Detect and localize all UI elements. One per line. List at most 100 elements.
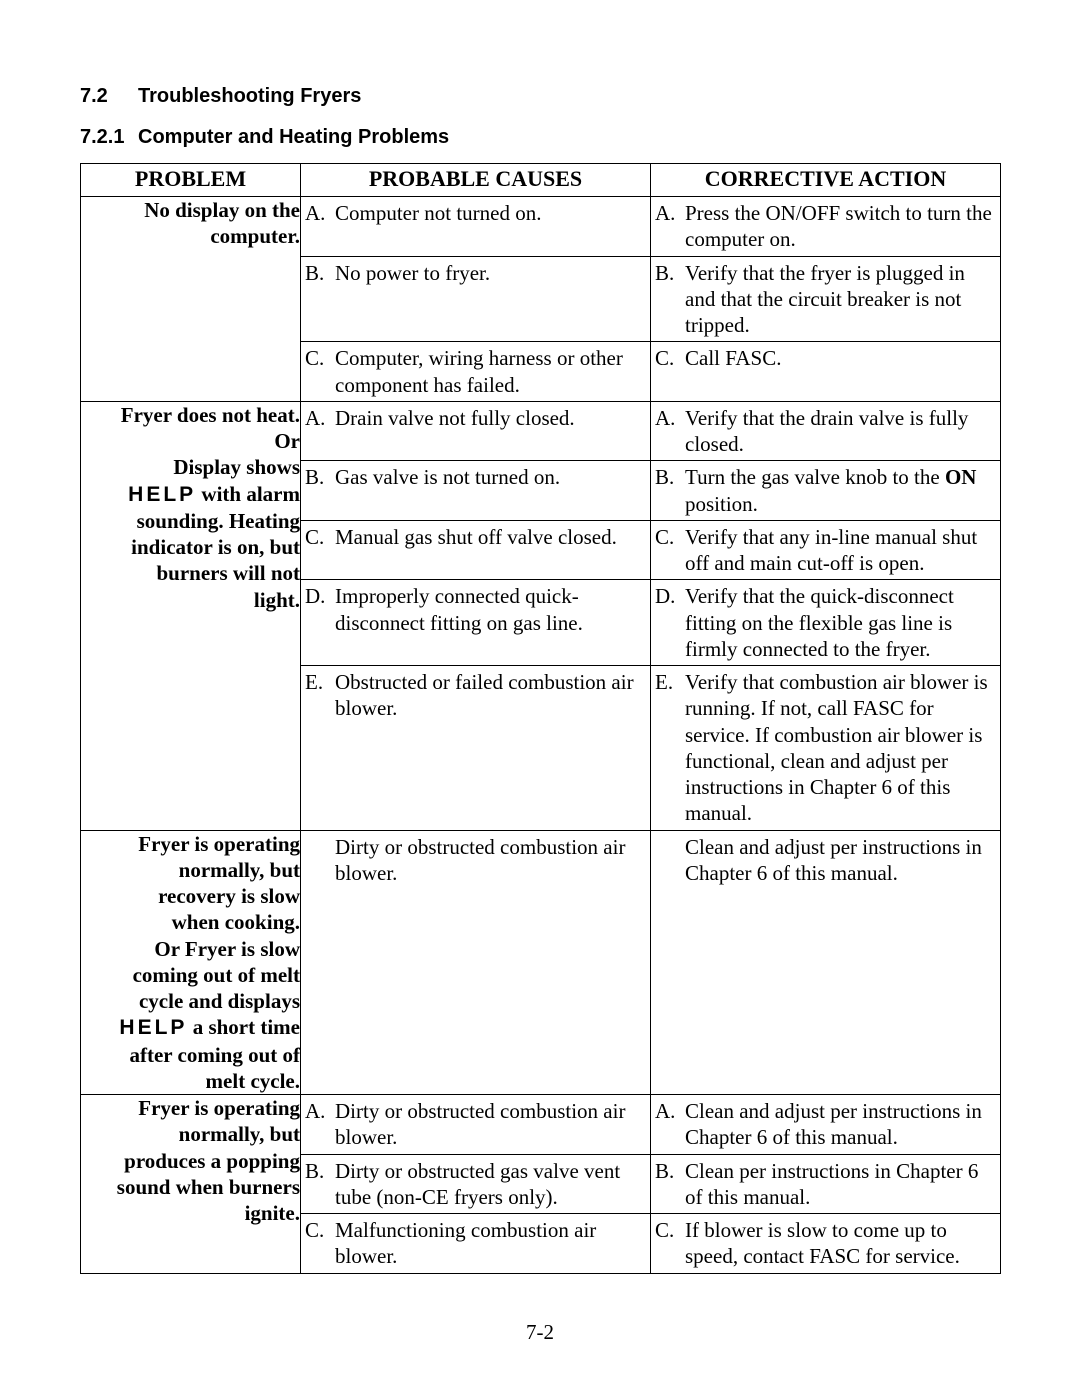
action-cell: B.Clean per instructions in Chapter 6 of… [651, 1154, 1001, 1214]
header-action: CORRECTIVE ACTION [651, 164, 1001, 197]
action-cell: D.Verify that the quick-disconnect fitti… [651, 580, 1001, 666]
action-text: Verify that the fryer is plugged in and … [685, 260, 996, 339]
problem-line: Fryer does not heat. [121, 403, 300, 427]
action-text-part: Turn the gas valve knob to the [685, 465, 945, 489]
problem-text: Fryer does not heat. Or Display shows HE… [81, 402, 300, 613]
action-text: Verify that the quick-disconnect fitting… [685, 583, 996, 662]
action-text: Verify that the drain valve is fully clo… [685, 405, 996, 458]
cause-text: Dirty or obstructed gas valve vent tube … [335, 1158, 646, 1211]
action-cell: C.If blower is slow to come up to speed,… [651, 1214, 1001, 1274]
list-label: D. [301, 583, 335, 636]
problem-line: No display on the [144, 198, 300, 222]
section-title: Troubleshooting Fryers [138, 85, 361, 107]
list-label: E. [651, 669, 685, 827]
action-text: Clean and adjust per instructions in Cha… [685, 834, 996, 887]
list-label: C. [301, 345, 335, 398]
cause-text: Drain valve not fully closed. [335, 405, 646, 431]
cause-text: Gas valve is not turned on. [335, 464, 646, 490]
problem-cell: Fryer does not heat. Or Display shows HE… [81, 401, 301, 830]
problem-line: melt cycle. [206, 1069, 300, 1093]
list-label: A. [651, 200, 685, 253]
problem-line: recovery is slow [158, 884, 300, 908]
action-text: If blower is slow to come up to speed, c… [685, 1217, 996, 1270]
page-content: 7.2Troubleshooting Fryers 7.2.1Computer … [0, 0, 1080, 1274]
problem-line: Or [274, 429, 300, 453]
problem-text: Fryer is operating normally, but produce… [81, 1095, 300, 1226]
table-row: No display on the computer. A.Computer n… [81, 197, 1001, 257]
cause-text: Computer not turned on. [335, 200, 646, 226]
list-label: E. [301, 669, 335, 722]
problem-cell: Fryer is operating normally, but recover… [81, 830, 301, 1095]
problem-line: produces a popping [124, 1149, 300, 1173]
section-heading: 7.2Troubleshooting Fryers [80, 85, 1000, 108]
problem-line: cycle and displays [139, 989, 300, 1013]
header-problem: PROBLEM [81, 164, 301, 197]
action-text-part: position. [685, 492, 758, 516]
problem-line: sounding. Heating [137, 509, 300, 533]
action-cell: Clean and adjust per instructions in Cha… [651, 830, 1001, 1095]
action-text: Verify that combustion air blower is run… [685, 669, 996, 827]
cause-cell: C.Malfunctioning combustion air blower. [301, 1214, 651, 1274]
cause-cell: D.Improperly connected quick-disconnect … [301, 580, 651, 666]
header-causes: PROBABLE CAUSES [301, 164, 651, 197]
table-row: Fryer is operating normally, but recover… [81, 830, 1001, 1095]
list-label: A. [651, 1098, 685, 1151]
problem-line: light. [254, 588, 300, 612]
cause-text: Computer, wiring harness or other compon… [335, 345, 646, 398]
list-label: A. [301, 1098, 335, 1151]
subsection-number: 7.2.1 [80, 126, 138, 149]
action-text: Press the ON/OFF switch to turn the comp… [685, 200, 996, 253]
problem-cell: Fryer is operating normally, but produce… [81, 1095, 301, 1274]
problem-text: No display on the computer. [81, 197, 300, 250]
action-text: Clean per instructions in Chapter 6 of t… [685, 1158, 996, 1211]
problem-line: when cooking. [172, 910, 300, 934]
troubleshooting-table: PROBLEM PROBABLE CAUSES CORRECTIVE ACTIO… [80, 163, 1001, 1274]
help-word: HELP [128, 483, 196, 506]
list-label [301, 834, 335, 887]
cause-cell: C.Computer, wiring harness or other comp… [301, 342, 651, 402]
cause-cell: C.Manual gas shut off valve closed. [301, 520, 651, 580]
table-row: Fryer does not heat. Or Display shows HE… [81, 401, 1001, 461]
page-number: 7-2 [0, 1320, 1080, 1345]
action-cell: C.Call FASC. [651, 342, 1001, 402]
section-number: 7.2 [80, 85, 138, 108]
problem-line: indicator is on, but [131, 535, 300, 559]
cause-cell: Dirty or obstructed combustion air blowe… [301, 830, 651, 1095]
cause-cell: B.Dirty or obstructed gas valve vent tub… [301, 1154, 651, 1214]
list-label: B. [301, 1158, 335, 1211]
list-label [651, 834, 685, 887]
subsection-title: Computer and Heating Problems [138, 126, 449, 148]
list-label: B. [301, 464, 335, 490]
cause-text: No power to fryer. [335, 260, 646, 286]
list-label: B. [651, 260, 685, 339]
list-label: B. [651, 1158, 685, 1211]
problem-line: burners will not [156, 561, 300, 585]
cause-text: Dirty or obstructed combustion air blowe… [335, 834, 646, 887]
problem-line: a short time [187, 1015, 300, 1039]
cause-text: Manual gas shut off valve closed. [335, 524, 646, 550]
help-word: HELP [119, 1016, 187, 1039]
cause-text: Obstructed or failed combustion air blow… [335, 669, 646, 722]
problem-cell: No display on the computer. [81, 197, 301, 402]
list-label: A. [301, 405, 335, 431]
list-label: C. [651, 1217, 685, 1270]
cause-cell: B.No power to fryer. [301, 256, 651, 342]
problem-line: coming out of melt [133, 963, 300, 987]
problem-line: Fryer is operating [138, 832, 300, 856]
list-label: C. [651, 345, 685, 371]
table-row: Fryer is operating normally, but produce… [81, 1095, 1001, 1155]
action-cell: E.Verify that combustion air blower is r… [651, 666, 1001, 831]
action-cell: C.Verify that any in-line manual shut of… [651, 520, 1001, 580]
cause-cell: A.Dirty or obstructed combustion air blo… [301, 1095, 651, 1155]
action-cell: B.Verify that the fryer is plugged in an… [651, 256, 1001, 342]
problem-line: computer. [210, 224, 300, 248]
cause-cell: B.Gas valve is not turned on. [301, 461, 651, 521]
table-header-row: PROBLEM PROBABLE CAUSES CORRECTIVE ACTIO… [81, 164, 1001, 197]
cause-cell: A.Drain valve not fully closed. [301, 401, 651, 461]
problem-line: normally, but [179, 858, 300, 882]
problem-line: ignite. [245, 1201, 300, 1225]
action-cell: B.Turn the gas valve knob to the ON posi… [651, 461, 1001, 521]
action-text: Call FASC. [685, 345, 996, 371]
cause-cell: A.Computer not turned on. [301, 197, 651, 257]
cause-text: Malfunctioning combustion air blower. [335, 1217, 646, 1270]
